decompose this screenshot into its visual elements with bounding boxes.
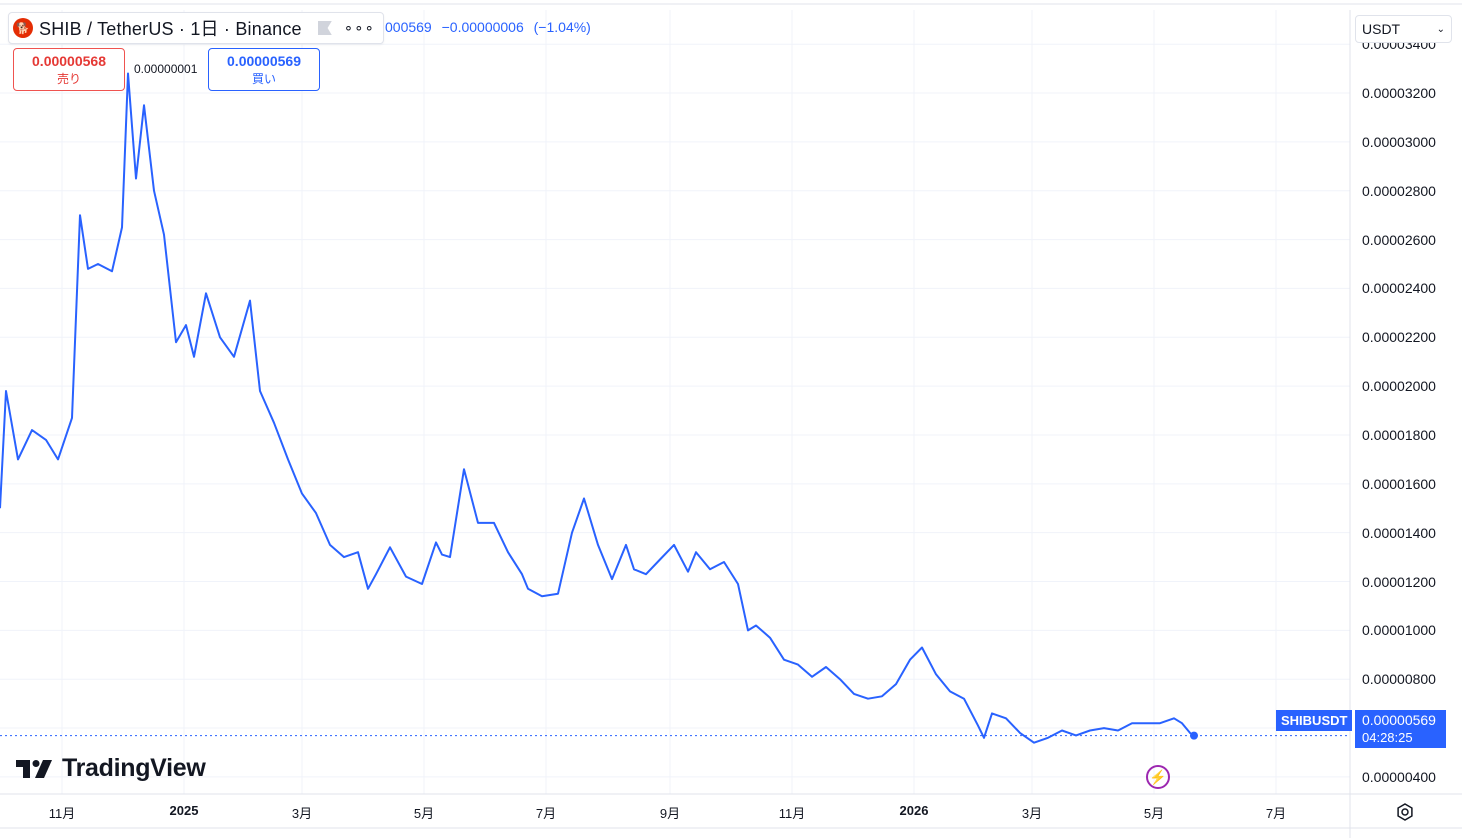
- axis-lines: [0, 3, 1462, 838]
- time-axis-tick: 9月: [659, 806, 681, 821]
- last-price-point: [1190, 731, 1198, 740]
- price-axis-tick: 0.00002400: [1362, 280, 1436, 297]
- ohlc-price: 000569: [385, 19, 432, 35]
- price-axis-tick: 0.00001600: [1362, 475, 1436, 492]
- chart-grid: [0, 10, 1350, 794]
- settings-icon[interactable]: [1395, 802, 1415, 822]
- time-axis-tick: 2026: [899, 803, 929, 818]
- last-price-value: 0.00000569: [1362, 712, 1436, 728]
- price-axis-tick: 0.00001400: [1362, 524, 1436, 541]
- sell-price: 0.00000568: [32, 52, 106, 69]
- symbol-header[interactable]: 🐕 SHIB / TetherUS · 1日 · Binance ∘∘∘: [8, 12, 384, 44]
- time-axis-tick: 11月: [48, 806, 76, 821]
- time-axis-tick: 7月: [535, 806, 557, 821]
- price-axis-tick: 0.00002800: [1362, 182, 1436, 199]
- time-axis-tick: 3月: [291, 806, 313, 821]
- price-axis-tick: 0.00000400: [1362, 768, 1436, 785]
- time-axis-tick: 5月: [413, 806, 435, 821]
- more-options-icon[interactable]: ∘∘∘: [343, 20, 375, 37]
- flag-icon[interactable]: [317, 21, 332, 35]
- price-axis-tick: 0.00003200: [1362, 85, 1436, 102]
- price-axis-tick: 0.00003000: [1362, 133, 1436, 150]
- price-series-line: [0, 72, 1195, 744]
- tradingview-logo[interactable]: TradingView: [16, 754, 206, 783]
- ohlc-change-pct: (−1.04%): [533, 19, 591, 35]
- ohlc-readout: 000569 −0.00000006 (−1.04%): [385, 19, 597, 35]
- price-axis-tick: 0.00001000: [1362, 622, 1436, 639]
- tradingview-logo-text: TradingView: [62, 754, 206, 782]
- buy-button[interactable]: 0.00000569 買い: [208, 48, 320, 91]
- currency-value: USDT: [1362, 21, 1401, 37]
- shiba-inu-coin-icon: 🐕: [13, 18, 33, 38]
- chevron-down-icon: ⌄: [1436, 23, 1445, 35]
- price-axis-tick: 0.00002000: [1362, 378, 1436, 395]
- price-axis-tick: 0.00002200: [1362, 329, 1436, 346]
- buy-label: 買い: [251, 71, 276, 86]
- sell-label: 売り: [56, 71, 81, 86]
- lightning-icon[interactable]: ⚡: [1146, 765, 1170, 789]
- time-axis-tick: 5月: [1143, 806, 1165, 821]
- last-price-tag: 0.00000569 04:28:25: [1355, 710, 1446, 748]
- currency-select[interactable]: USDT ⌄: [1355, 15, 1452, 43]
- price-axis-tick: 0.00001800: [1362, 426, 1436, 443]
- sell-button[interactable]: 0.00000568 売り: [13, 48, 125, 91]
- time-axis-tick: 2025: [169, 803, 199, 818]
- price-axis-tick: 0.00002600: [1362, 231, 1436, 248]
- buy-price: 0.00000569: [227, 52, 301, 69]
- symbol-price-tag: SHIBUSDT: [1276, 710, 1353, 731]
- time-axis-tick: 11月: [778, 806, 806, 821]
- price-axis-tick: 0.00000800: [1362, 671, 1436, 688]
- time-axis-tick: 3月: [1021, 806, 1043, 821]
- symbol-title[interactable]: SHIB / TetherUS · 1日 · Binance: [39, 19, 302, 39]
- tradingview-logo-icon: [16, 759, 52, 778]
- spread-value: 0.00000001: [134, 62, 198, 76]
- bar-countdown: 04:28:25: [1362, 730, 1413, 745]
- ohlc-change: −0.00000006: [441, 19, 524, 35]
- time-axis-tick: 7月: [1265, 806, 1287, 821]
- price-axis-tick: 0.00001200: [1362, 573, 1436, 590]
